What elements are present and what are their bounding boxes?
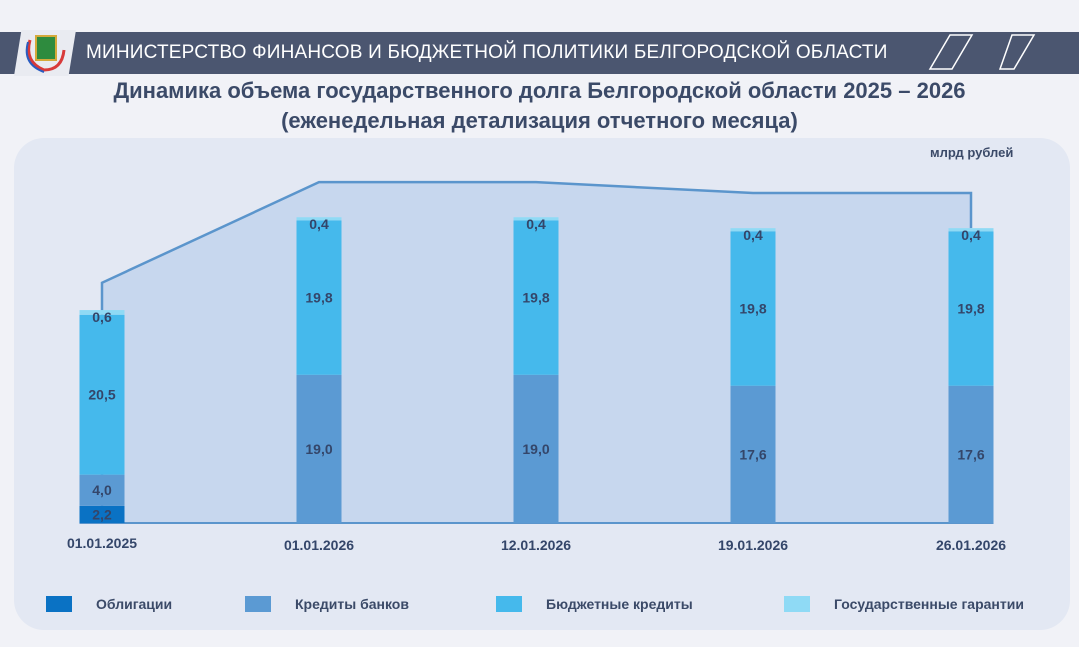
total-trend-line [100,180,973,523]
title-line-1: Динамика объема государственного долга Б… [113,78,966,103]
bar-segment [730,231,776,386]
chart-title: Динамика объема государственного долга Б… [0,76,1079,136]
bar-segment [730,228,776,232]
bar-segment [948,231,994,386]
legend-item: Государственные гарантии [784,596,1024,612]
legend-swatch [496,596,522,612]
bar-segment [79,314,125,475]
x-tick-label: 12.01.2026 [501,537,571,553]
x-tick-label: 01.01.2026 [284,537,354,553]
bar-segment [79,310,125,315]
data-label: 2,2 [92,506,112,522]
bar-segment [513,220,559,375]
legend-label: Бюджетные кредиты [546,596,693,612]
data-label: 4,0 [92,482,112,498]
bar-segment [296,217,342,221]
bar-segment [948,228,994,232]
bar-segment [296,374,342,523]
legend-label: Облигации [96,596,173,612]
bar-segment [730,385,776,523]
bar-segment [513,374,559,523]
header-band [0,32,1079,74]
legend-swatch [784,596,810,612]
header-decoration [928,34,1036,70]
data-label: 0,4 [961,227,981,243]
data-label: 0,4 [743,227,763,243]
bar-segment [948,385,994,523]
data-label: 19,8 [739,301,766,317]
legend-label: Кредиты банков [295,596,409,612]
data-label: 0,4 [309,216,329,232]
legend-swatch [245,596,271,612]
ministry-name: МИНИСТЕРСТВО ФИНАНСОВ И БЮДЖЕТНОЙ ПОЛИТИ… [86,42,888,63]
data-label: 17,6 [957,446,984,462]
data-label: 19,8 [522,290,549,306]
data-label: 20,5 [88,387,115,403]
data-label: 17,6 [739,446,766,462]
bar-segment [296,220,342,375]
title-line-2: (еженедельная детализация отчетного меся… [281,108,798,133]
data-label: 19,8 [305,290,332,306]
data-label: 19,8 [957,301,984,317]
x-tick-label: 19.01.2026 [718,537,788,553]
legend-swatch [46,596,72,612]
data-label: 19,0 [305,441,332,457]
bar-segment [79,474,125,506]
x-tick-label: 01.01.2025 [67,535,137,551]
legend-item: Кредиты банков [245,596,409,612]
legend-label: Государственные гарантии [834,596,1024,612]
legend-item: Бюджетные кредиты [496,596,693,612]
bar-segment [513,217,559,221]
bar-segment [79,505,125,523]
data-label: 0,6 [92,309,112,325]
region-emblem-logo [14,30,76,76]
x-tick-label: 26.01.2026 [936,537,1006,553]
data-label: 0,4 [526,216,546,232]
unit-label: млрд рублей [930,145,1014,160]
legend-item: Облигации [46,596,172,612]
data-label: 19,0 [522,441,549,457]
